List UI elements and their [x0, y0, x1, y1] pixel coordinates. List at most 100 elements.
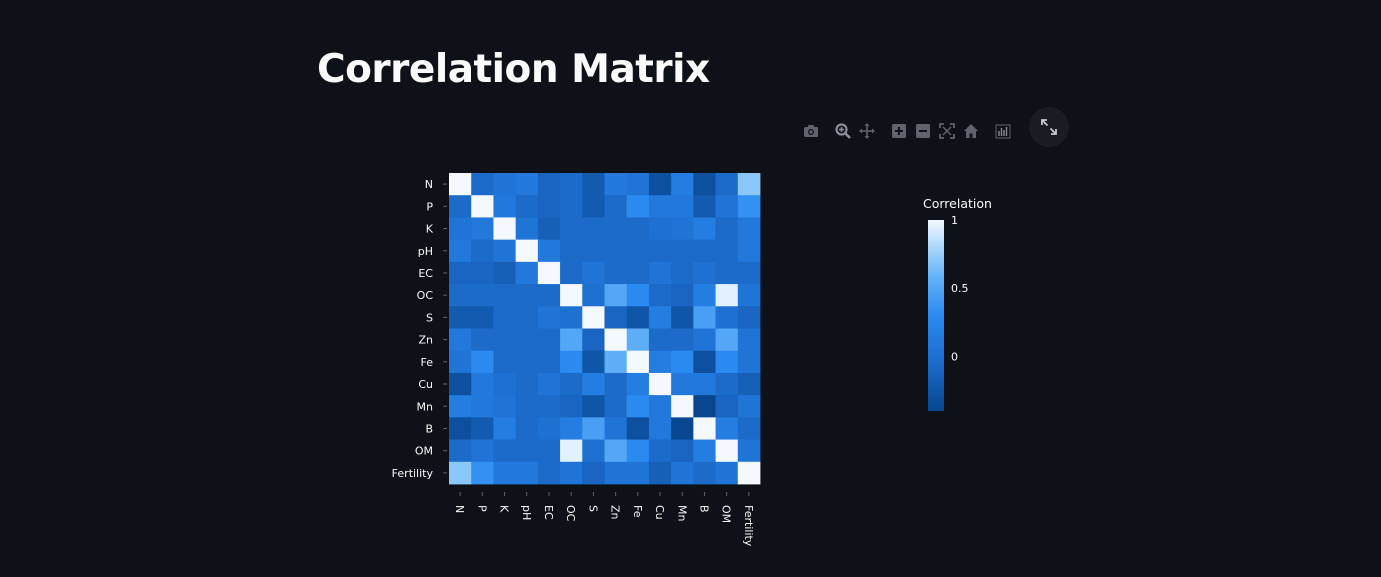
heatmap-cell[interactable]: [604, 239, 628, 263]
heatmap-cell[interactable]: [560, 461, 583, 485]
heatmap-cell[interactable]: [449, 284, 472, 307]
heatmap-cell[interactable]: [560, 239, 583, 263]
heatmap-cell[interactable]: [471, 306, 494, 329]
heatmap-cell[interactable]: [626, 239, 650, 263]
heatmap-cell[interactable]: [693, 306, 716, 329]
heatmap-cell[interactable]: [671, 417, 694, 440]
heatmap-cell[interactable]: [626, 306, 650, 329]
heatmap-cell[interactable]: [693, 439, 716, 463]
heatmap-cell[interactable]: [648, 306, 672, 329]
heatmap-cell[interactable]: [537, 439, 561, 463]
heatmap-cell[interactable]: [604, 217, 628, 241]
heatmap-cell[interactable]: [515, 173, 539, 196]
heatmap-cell[interactable]: [537, 261, 561, 285]
heatmap-cell[interactable]: [648, 239, 672, 263]
heatmap-cell[interactable]: [671, 261, 694, 285]
heatmap-cell[interactable]: [471, 239, 494, 263]
heatmap-cell[interactable]: [693, 328, 716, 352]
heatmap-cell[interactable]: [737, 439, 761, 463]
heatmap-cell[interactable]: [604, 173, 628, 196]
heatmap-cell[interactable]: [449, 461, 472, 485]
heatmap-cell[interactable]: [671, 328, 694, 352]
heatmap-cell[interactable]: [693, 239, 716, 263]
heatmap-cell[interactable]: [471, 372, 494, 396]
heatmap-cell[interactable]: [515, 350, 539, 374]
heatmap-cell[interactable]: [537, 217, 561, 241]
heatmap-cell[interactable]: [493, 395, 517, 418]
heatmap-cell[interactable]: [604, 306, 628, 329]
heatmap-cell[interactable]: [560, 173, 583, 196]
heatmap-cell[interactable]: [648, 328, 672, 352]
heatmap-cell[interactable]: [582, 195, 605, 218]
heatmap-cell[interactable]: [737, 328, 761, 352]
heatmap-cell[interactable]: [449, 328, 472, 352]
heatmap-cell[interactable]: [515, 461, 539, 485]
heatmap-cell[interactable]: [737, 195, 761, 218]
heatmap-cell[interactable]: [715, 372, 739, 396]
heatmap-cell[interactable]: [715, 461, 739, 485]
heatmap-cell[interactable]: [560, 284, 583, 307]
heatmap-cell[interactable]: [604, 395, 628, 418]
heatmap-cell[interactable]: [648, 417, 672, 440]
heatmap-cell[interactable]: [582, 306, 605, 329]
heatmap-cell[interactable]: [648, 284, 672, 307]
heatmap-cell[interactable]: [560, 261, 583, 285]
heatmap-cell[interactable]: [582, 372, 605, 396]
heatmap-cell[interactable]: [715, 173, 739, 196]
heatmap-cell[interactable]: [493, 284, 517, 307]
heatmap-cell[interactable]: [515, 395, 539, 418]
heatmap-cell[interactable]: [715, 306, 739, 329]
heatmap-cell[interactable]: [626, 417, 650, 440]
heatmap-cell[interactable]: [515, 372, 539, 396]
heatmap-cell[interactable]: [671, 461, 694, 485]
heatmap-cell[interactable]: [560, 217, 583, 241]
heatmap-cell[interactable]: [671, 173, 694, 196]
heatmap-cell[interactable]: [493, 195, 517, 218]
heatmap-cell[interactable]: [626, 350, 650, 374]
heatmap-cell[interactable]: [471, 461, 494, 485]
heatmap-cell[interactable]: [449, 217, 472, 241]
heatmap-cell[interactable]: [582, 439, 605, 463]
heatmap-cell[interactable]: [515, 195, 539, 218]
heatmap-cell[interactable]: [693, 284, 716, 307]
heatmap-cell[interactable]: [449, 372, 472, 396]
heatmap-cell[interactable]: [671, 284, 694, 307]
heatmap-cell[interactable]: [449, 195, 472, 218]
heatmap-cell[interactable]: [560, 417, 583, 440]
heatmap-cell[interactable]: [471, 217, 494, 241]
heatmap-cell[interactable]: [582, 239, 605, 263]
heatmap-cell[interactable]: [715, 284, 739, 307]
zoom-out-icon[interactable]: [912, 120, 934, 142]
heatmap-cell[interactable]: [582, 284, 605, 307]
heatmap-cell[interactable]: [560, 306, 583, 329]
heatmap-cell[interactable]: [626, 284, 650, 307]
heatmap-cell[interactable]: [604, 284, 628, 307]
heatmap-cell[interactable]: [715, 195, 739, 218]
heatmap-cell[interactable]: [493, 461, 517, 485]
heatmap-cell[interactable]: [449, 439, 472, 463]
heatmap-cell[interactable]: [537, 372, 561, 396]
heatmap-cell[interactable]: [671, 395, 694, 418]
heatmap-cell[interactable]: [648, 439, 672, 463]
heatmap-cell[interactable]: [737, 395, 761, 418]
heatmap-cell[interactable]: [560, 395, 583, 418]
heatmap-cell[interactable]: [626, 461, 650, 485]
heatmap-cell[interactable]: [493, 261, 517, 285]
heatmap-cell[interactable]: [582, 461, 605, 485]
heatmap-cell[interactable]: [449, 417, 472, 440]
heatmap-cell[interactable]: [715, 417, 739, 440]
heatmap-cell[interactable]: [626, 439, 650, 463]
heatmap-cell[interactable]: [693, 461, 716, 485]
heatmap-cell[interactable]: [671, 350, 694, 374]
heatmap-cell[interactable]: [604, 195, 628, 218]
zoom-in-icon[interactable]: [888, 120, 910, 142]
heatmap-cell[interactable]: [604, 461, 628, 485]
heatmap-cell[interactable]: [626, 261, 650, 285]
heatmap-cell[interactable]: [515, 417, 539, 440]
heatmap-cell[interactable]: [693, 372, 716, 396]
camera-icon[interactable]: [800, 120, 822, 142]
heatmap-cell[interactable]: [582, 350, 605, 374]
heatmap-cell[interactable]: [537, 195, 561, 218]
heatmap-cell[interactable]: [626, 372, 650, 396]
